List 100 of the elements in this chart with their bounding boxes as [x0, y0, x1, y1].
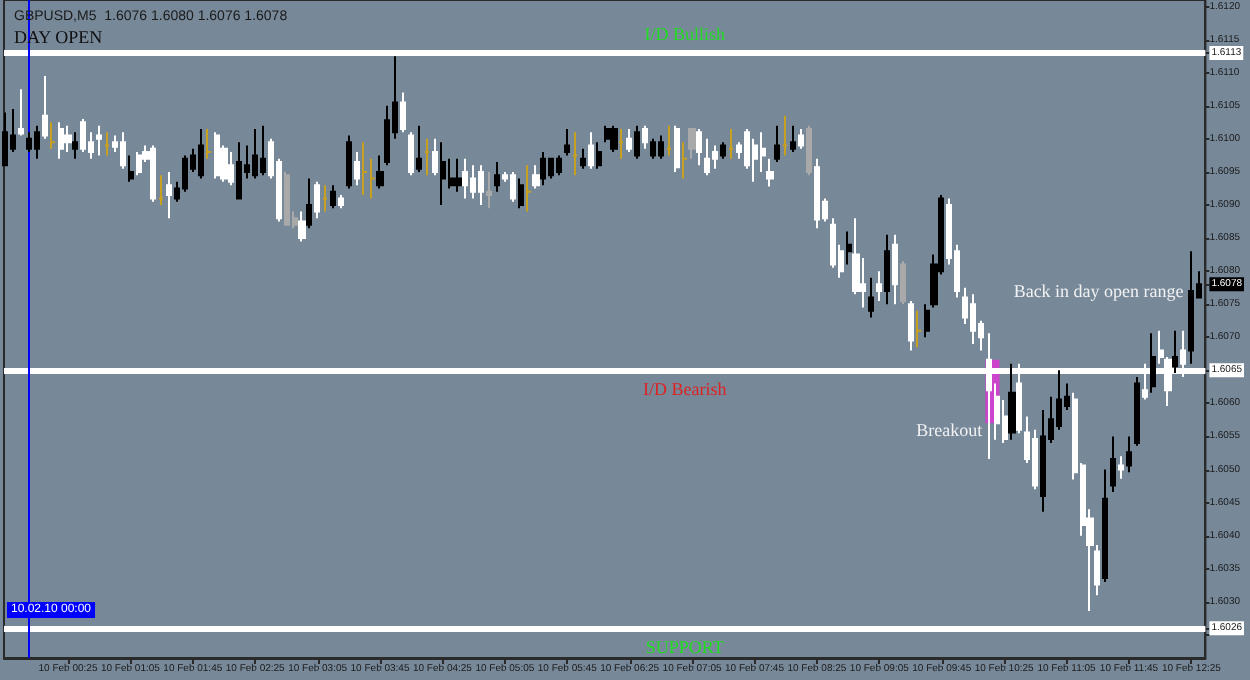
candlestick	[782, 114, 788, 157]
candlestick	[704, 137, 710, 177]
candlestick	[540, 151, 546, 187]
candlestick	[42, 75, 48, 140]
candlestick	[120, 131, 126, 170]
candlestick	[970, 293, 976, 345]
candlestick	[1118, 455, 1124, 480]
candlestick	[150, 144, 156, 203]
candlestick	[564, 127, 570, 157]
candlestick	[556, 154, 562, 177]
candlestick	[462, 157, 468, 200]
candlestick	[284, 170, 290, 226]
candlestick	[1134, 375, 1140, 447]
candlestick	[868, 276, 874, 319]
candlestick	[252, 127, 258, 180]
candlestick	[2, 111, 8, 167]
candlestick	[376, 154, 384, 190]
candlestick	[136, 151, 142, 177]
candlestick	[104, 131, 110, 157]
candlestick	[908, 299, 914, 352]
candlestick	[470, 164, 476, 200]
candlestick	[236, 141, 242, 200]
candlestick	[34, 124, 40, 160]
candlestick	[454, 157, 462, 193]
candlestick	[548, 157, 554, 180]
candlestick	[306, 177, 312, 230]
candlestick	[1102, 468, 1108, 583]
candlestick	[634, 124, 640, 160]
candlestick	[346, 134, 352, 190]
candlestick	[354, 151, 360, 187]
candlestick	[206, 127, 212, 160]
candlestick	[1150, 332, 1156, 394]
candlestick	[572, 131, 578, 177]
candlestick	[588, 131, 594, 170]
ref-line-label: I/D Bearish	[642, 379, 728, 400]
candlestick	[666, 124, 672, 157]
candlestick	[18, 88, 24, 137]
candlestick	[766, 157, 774, 188]
candlestick	[728, 127, 734, 160]
candlestick	[1008, 362, 1016, 441]
candlestick	[696, 127, 702, 167]
candlestick	[658, 134, 664, 160]
candlestick	[884, 233, 890, 306]
candlestick	[712, 144, 718, 170]
candlestick	[58, 121, 64, 160]
candlestick	[688, 127, 696, 160]
candlestick	[416, 124, 422, 173]
candlestick	[298, 210, 306, 243]
annotation: Back in day open range	[1013, 280, 1184, 301]
candlestick	[26, 131, 32, 154]
candlestick	[166, 170, 172, 220]
candlestick	[330, 184, 336, 210]
candlestick	[128, 154, 134, 183]
candlestick	[798, 127, 804, 150]
candlestick	[720, 141, 726, 160]
candlestick	[260, 124, 266, 177]
annotation: Breakout	[916, 419, 984, 440]
candlestick	[214, 131, 220, 180]
candlestick	[338, 194, 344, 210]
candlestick	[1172, 329, 1178, 374]
candlestick	[486, 170, 492, 210]
candlestick	[158, 174, 164, 207]
candlestick	[900, 260, 906, 306]
candlestick	[1188, 250, 1194, 365]
candlestick	[1126, 435, 1132, 474]
candlestick	[682, 141, 688, 180]
candlestick	[198, 127, 204, 180]
candlestick	[518, 177, 524, 210]
candlestick	[494, 161, 500, 193]
candlestick	[96, 124, 102, 157]
candlestick	[478, 164, 484, 207]
candlestick	[846, 230, 852, 266]
candlestick	[526, 164, 532, 213]
candlestick	[674, 124, 680, 173]
candlestick	[596, 141, 602, 170]
candlestick	[314, 180, 320, 220]
candlestick	[604, 124, 610, 144]
candlestick	[892, 233, 898, 306]
candlestick	[50, 121, 56, 150]
candlestick	[1110, 435, 1116, 494]
candlestick	[814, 157, 820, 230]
candlestick	[580, 147, 586, 170]
candlestick	[790, 124, 796, 154]
candlestick	[408, 131, 414, 177]
candlestick	[924, 303, 930, 339]
candlestick	[626, 127, 632, 154]
candlestick	[362, 141, 368, 197]
candlestick	[876, 270, 882, 302]
candlestick	[432, 137, 438, 177]
candlestick	[440, 141, 446, 207]
candlestick	[610, 124, 618, 154]
candlestick	[806, 124, 812, 177]
candlestick	[424, 137, 430, 177]
candlestick	[532, 164, 540, 190]
candlestick	[322, 184, 328, 213]
ref-line-label: I/D Bullish	[644, 23, 726, 44]
candlestick	[400, 91, 406, 134]
candlestick	[228, 151, 234, 187]
candlestick	[510, 170, 516, 203]
candlestick	[618, 127, 624, 160]
